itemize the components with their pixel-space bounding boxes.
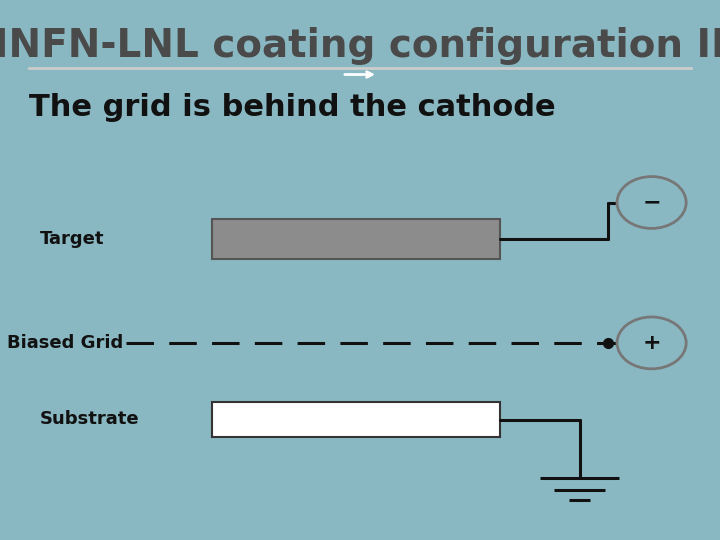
Text: INFN-LNL coating configuration II: INFN-LNL coating configuration II xyxy=(0,27,720,65)
Bar xyxy=(212,219,500,259)
Text: Biased Grid: Biased Grid xyxy=(7,334,123,352)
Circle shape xyxy=(617,177,686,228)
Bar xyxy=(212,402,500,437)
Text: The grid is behind the cathode: The grid is behind the cathode xyxy=(29,93,555,123)
Text: Target: Target xyxy=(40,230,104,248)
Text: Substrate: Substrate xyxy=(40,410,139,428)
Text: +: + xyxy=(642,333,661,353)
Text: −: − xyxy=(642,192,661,213)
Circle shape xyxy=(617,317,686,369)
